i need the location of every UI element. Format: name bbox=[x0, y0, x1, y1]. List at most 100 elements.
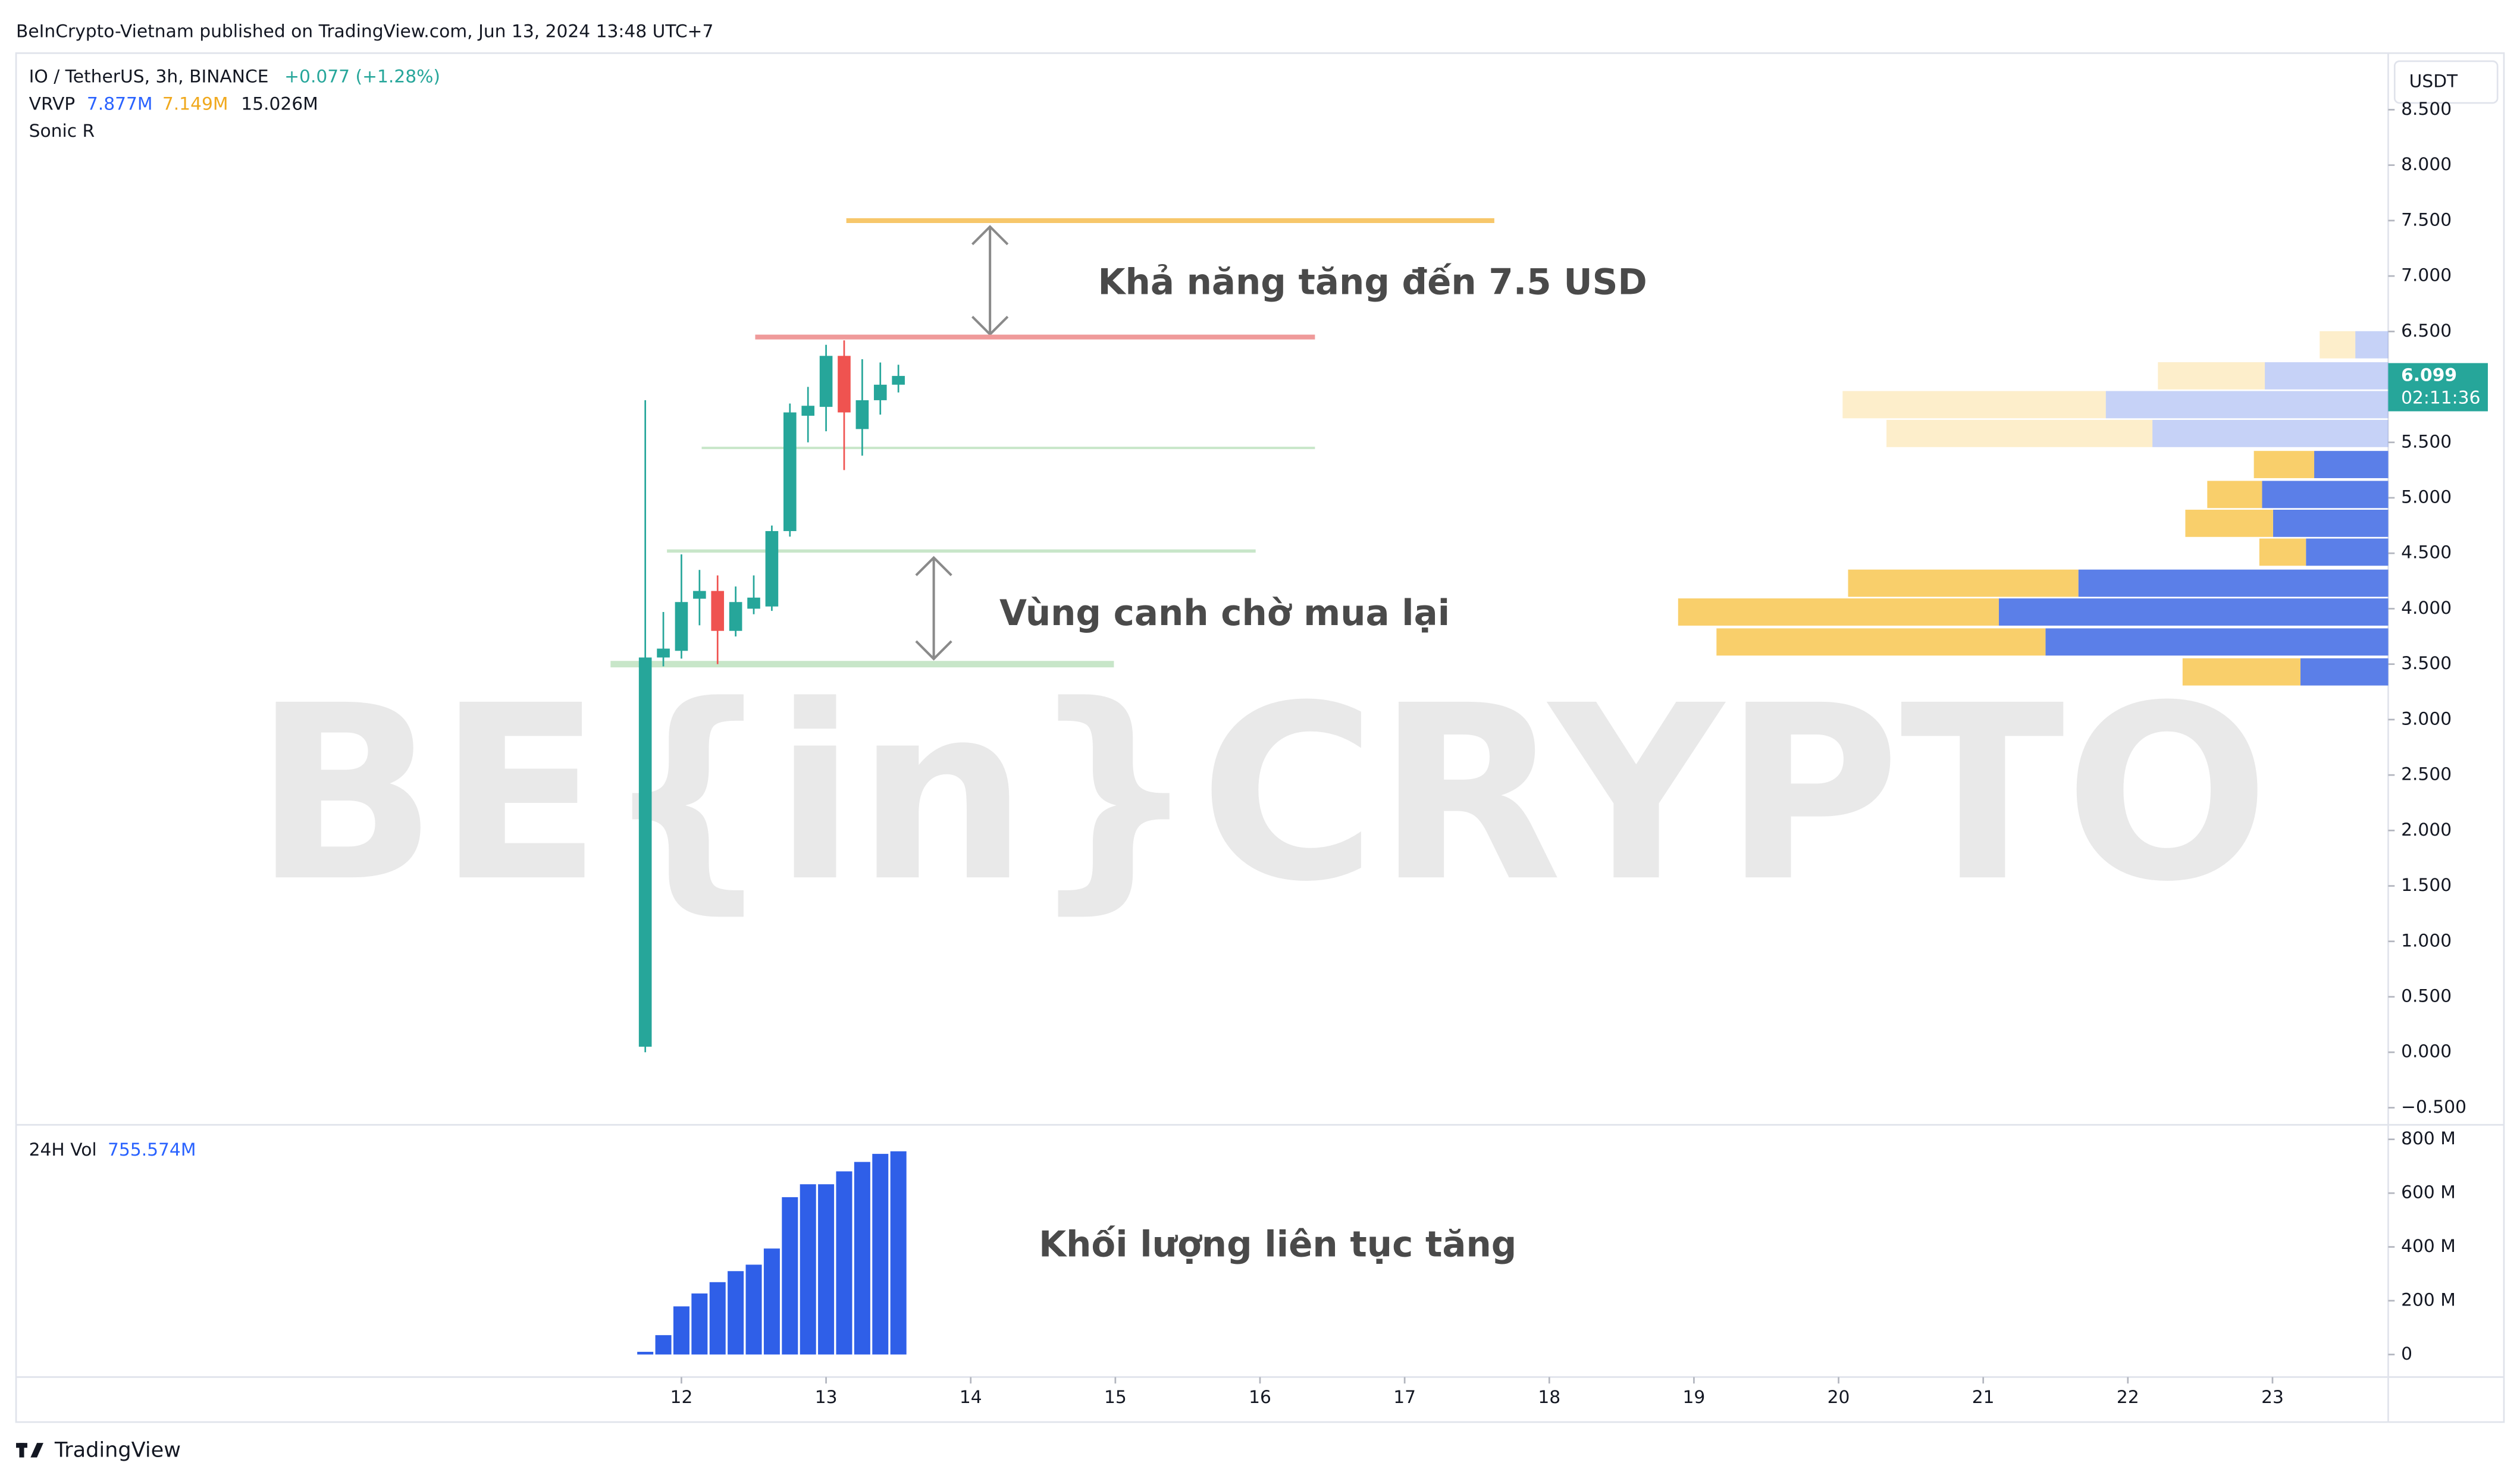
y-tick-label: 6.500 bbox=[2401, 321, 2452, 341]
candle-body bbox=[855, 400, 869, 429]
profile-up bbox=[2105, 391, 2389, 419]
indicator-name: VRVP bbox=[29, 93, 76, 114]
profile-up bbox=[2152, 419, 2389, 447]
annotation: Vùng canh chờ mua lại bbox=[999, 593, 1450, 634]
indicator-value: 15.026M bbox=[241, 93, 318, 114]
candle-body bbox=[801, 406, 815, 416]
y-tick-label: 3.000 bbox=[2401, 708, 2452, 729]
profile-up bbox=[2355, 331, 2389, 359]
profile-up bbox=[2273, 509, 2389, 537]
volume-title: 24H Vol bbox=[29, 1140, 97, 1160]
volume-bar bbox=[763, 1248, 780, 1355]
volume-bar bbox=[709, 1282, 726, 1355]
x-tick-label: 19 bbox=[1683, 1387, 1706, 1408]
symbol: IO / TetherUS, 3h, BINANCE bbox=[29, 66, 269, 87]
y-tick-label: 7.000 bbox=[2401, 265, 2452, 286]
x-tick-label: 13 bbox=[815, 1387, 838, 1408]
candle-body bbox=[838, 356, 851, 413]
y-tick-label: 800 M bbox=[2401, 1128, 2456, 1149]
indicator-value: 7.149M bbox=[162, 93, 228, 114]
volume-bar bbox=[872, 1154, 889, 1355]
profile-down bbox=[1886, 419, 2153, 447]
x-tick-label: 14 bbox=[960, 1387, 982, 1408]
currency-box[interactable] bbox=[2393, 60, 2499, 104]
y-tick-label: 1.000 bbox=[2401, 930, 2452, 951]
profile-up bbox=[2045, 628, 2389, 656]
candle-body bbox=[892, 376, 905, 385]
profile-up bbox=[2306, 538, 2389, 566]
volume-bar bbox=[800, 1184, 816, 1355]
volume-bar bbox=[745, 1264, 762, 1355]
annotation: Khả năng tăng đến 7.5 USD bbox=[1098, 262, 1647, 303]
profile-down bbox=[2253, 451, 2315, 478]
volume-bar bbox=[728, 1271, 744, 1355]
profile-down bbox=[2207, 481, 2262, 509]
y-tick-label: 4.500 bbox=[2401, 542, 2452, 563]
y-tick-label: 3.500 bbox=[2401, 653, 2452, 674]
profile-down bbox=[2320, 331, 2356, 359]
profile-up bbox=[2265, 362, 2389, 390]
x-tick-label: 12 bbox=[670, 1387, 693, 1408]
volume-bar bbox=[818, 1184, 835, 1355]
countdown: 02:11:36 bbox=[2401, 387, 2480, 408]
change: +0.077 (+1.28%) bbox=[284, 66, 440, 87]
last-price-box bbox=[2388, 363, 2488, 412]
candle-body bbox=[873, 384, 887, 400]
publish-info: BeInCrypto-Vietnam published on TradingV… bbox=[16, 21, 713, 42]
watermark: BE{in}CRYPTO bbox=[253, 654, 2270, 934]
plot: 8.5008.0007.5007.0006.5006.0005.5005.000… bbox=[610, 99, 2488, 1408]
profile-down bbox=[2182, 658, 2300, 686]
candle-body bbox=[729, 602, 742, 631]
y-tick-label: 1.500 bbox=[2401, 875, 2452, 896]
y-tick-label: 2.500 bbox=[2401, 764, 2452, 785]
profile-down bbox=[2158, 362, 2265, 390]
x-tick-label: 22 bbox=[2117, 1387, 2139, 1408]
volume-bar bbox=[890, 1151, 907, 1355]
volume-last: 755.574M bbox=[108, 1140, 196, 1160]
x-tick-label: 21 bbox=[1972, 1387, 1995, 1408]
y-tick-label: 5.000 bbox=[2401, 487, 2452, 508]
y-tick-label: 7.500 bbox=[2401, 209, 2452, 230]
volume-bar bbox=[782, 1197, 798, 1355]
volume-bar bbox=[673, 1306, 689, 1355]
y-tick-label: 8.000 bbox=[2401, 154, 2452, 175]
candle-body bbox=[783, 412, 797, 531]
x-tick-label: 20 bbox=[1828, 1387, 1850, 1408]
x-tick-label: 16 bbox=[1249, 1387, 1271, 1408]
volume-bar bbox=[691, 1293, 708, 1355]
profile-down bbox=[2259, 538, 2306, 566]
y-tick-label: −0.500 bbox=[2401, 1097, 2466, 1118]
volume-bar bbox=[836, 1171, 852, 1355]
profile-down bbox=[1678, 598, 1999, 626]
x-tick-label: 18 bbox=[1538, 1387, 1560, 1408]
background bbox=[0, 8, 2520, 1464]
candle-body bbox=[675, 602, 688, 651]
currency[interactable]: USDT bbox=[2409, 71, 2458, 92]
profile-down bbox=[2185, 509, 2273, 537]
profile-down bbox=[1716, 628, 2046, 656]
candle-body bbox=[765, 531, 779, 607]
candle-body bbox=[638, 657, 652, 1047]
candle-body bbox=[711, 591, 725, 631]
volume-bar bbox=[655, 1335, 672, 1355]
annotation: Khối lượng liên tục tăng bbox=[1039, 1225, 1516, 1266]
y-tick-label: 5.500 bbox=[2401, 431, 2452, 452]
profile-up bbox=[1999, 598, 2389, 626]
candle-body bbox=[693, 591, 706, 599]
profile-up bbox=[2314, 451, 2389, 478]
indicator-value: 7.877M bbox=[87, 93, 153, 114]
profile-down bbox=[1842, 391, 2106, 419]
candle-body bbox=[657, 648, 670, 658]
candle-body bbox=[819, 356, 833, 407]
arrows bbox=[915, 225, 1009, 661]
tv-logo bbox=[16, 1443, 43, 1458]
y-tick-label: 0.000 bbox=[2401, 1041, 2452, 1062]
y-tick-label: 600 M bbox=[2401, 1182, 2456, 1203]
y-tick-label: 8.500 bbox=[2401, 99, 2452, 120]
y-tick-label: 4.000 bbox=[2401, 598, 2452, 619]
indicator-name: Sonic R bbox=[29, 121, 95, 142]
profile-up bbox=[2078, 569, 2389, 597]
y-tick-label: 400 M bbox=[2401, 1236, 2456, 1257]
profile-up bbox=[2300, 658, 2389, 686]
